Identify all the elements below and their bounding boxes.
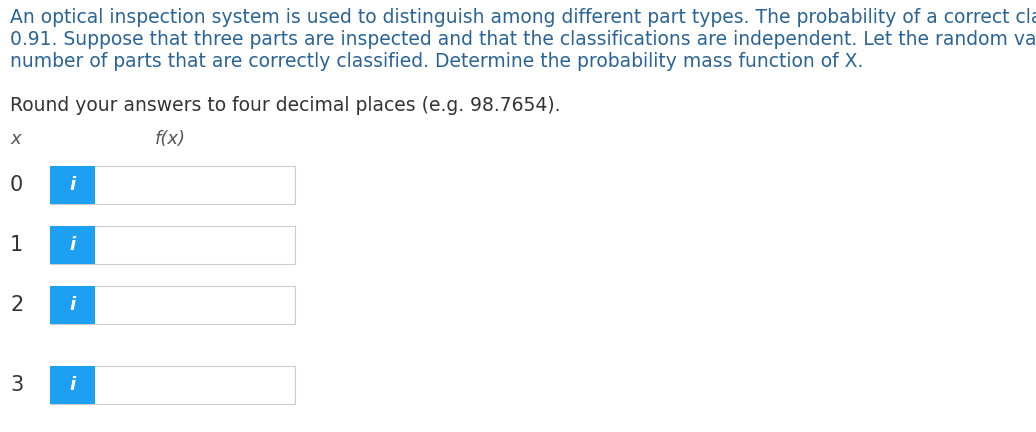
Bar bbox=[50, 286, 295, 324]
Bar bbox=[50, 166, 95, 204]
Text: Round your answers to four decimal places (e.g. 98.7654).: Round your answers to four decimal place… bbox=[10, 96, 560, 115]
Text: number of parts that are correctly classified. Determine the probability mass fu: number of parts that are correctly class… bbox=[10, 52, 863, 71]
Text: f(x): f(x) bbox=[155, 130, 186, 148]
Bar bbox=[50, 226, 295, 264]
Text: 0.91. Suppose that three parts are inspected and that the classifications are in: 0.91. Suppose that three parts are inspe… bbox=[10, 30, 1036, 49]
Bar bbox=[50, 166, 295, 204]
Text: 0: 0 bbox=[10, 175, 23, 195]
Text: 1: 1 bbox=[10, 235, 23, 255]
Text: x: x bbox=[10, 130, 21, 148]
Text: i: i bbox=[69, 296, 76, 314]
Bar bbox=[50, 226, 95, 264]
Text: An optical inspection system is used to distinguish among different part types. : An optical inspection system is used to … bbox=[10, 8, 1036, 27]
Bar bbox=[50, 366, 95, 404]
Text: i: i bbox=[69, 376, 76, 394]
Bar bbox=[50, 286, 95, 324]
Text: 2: 2 bbox=[10, 295, 23, 315]
Text: i: i bbox=[69, 176, 76, 194]
Text: 3: 3 bbox=[10, 375, 23, 395]
Text: i: i bbox=[69, 236, 76, 254]
Bar bbox=[50, 366, 295, 404]
